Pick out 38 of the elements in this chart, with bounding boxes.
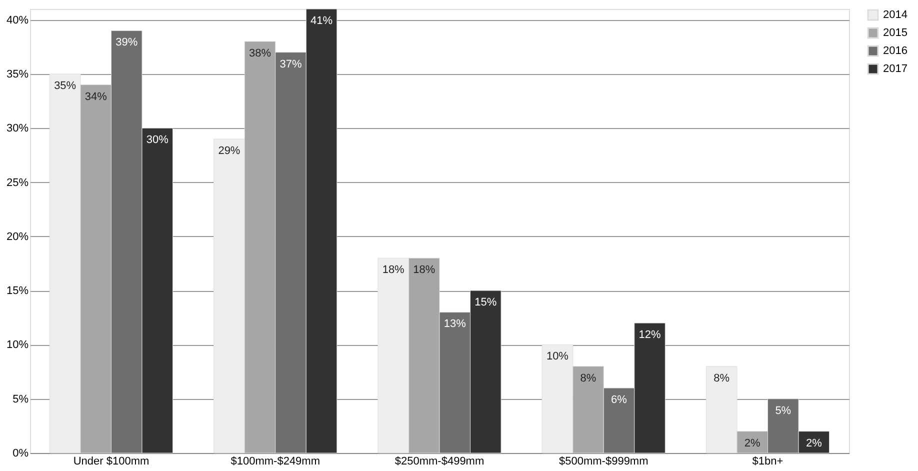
x-tick-label: Under $100mm [73,456,150,468]
x-tick-label: $100mm-$249mm [230,456,320,468]
y-tick-label: 10% [6,339,29,352]
data-label: 29% [218,144,240,157]
y-tick-label: 25% [6,176,29,189]
x-tick-label: $500mm-$999mm [558,456,648,468]
y-tick-label: 20% [6,230,29,243]
data-label: 5% [775,404,792,417]
legend-label: 2015 [883,27,908,39]
legend-label: 2014 [883,9,908,21]
data-label: 8% [714,372,730,384]
data-label: 34% [84,90,108,103]
y-tick-label: 0% [12,448,29,460]
data-label: 38% [248,47,272,60]
y-tick-label: 35% [6,68,29,80]
x-tick-label: $250mm-$499mm [394,456,484,468]
data-label: 2% [806,437,822,450]
data-label: 8% [580,372,596,384]
data-label: 41% [310,15,333,27]
y-tick-label: 5% [12,393,29,406]
y-tick-label: 30% [6,122,29,135]
data-label: 39% [116,36,138,49]
legend-label: 2017 [883,63,908,75]
data-label: 13% [444,318,466,330]
data-label: 37% [280,58,302,70]
legend-label: 2016 [883,45,908,57]
data-label: 12% [638,329,662,342]
data-label: 2% [744,437,761,450]
data-label: 18% [382,264,405,276]
y-tick-label: 15% [6,285,29,298]
data-label: 10% [546,350,569,363]
y-tick-label: 40% [6,14,29,26]
data-label: 15% [474,296,497,309]
data-label: 30% [146,134,169,146]
data-label: 6% [611,394,628,406]
x-tick-label: $1bn+ [752,456,784,468]
data-label: 35% [54,80,76,92]
data-label: 18% [413,264,436,276]
